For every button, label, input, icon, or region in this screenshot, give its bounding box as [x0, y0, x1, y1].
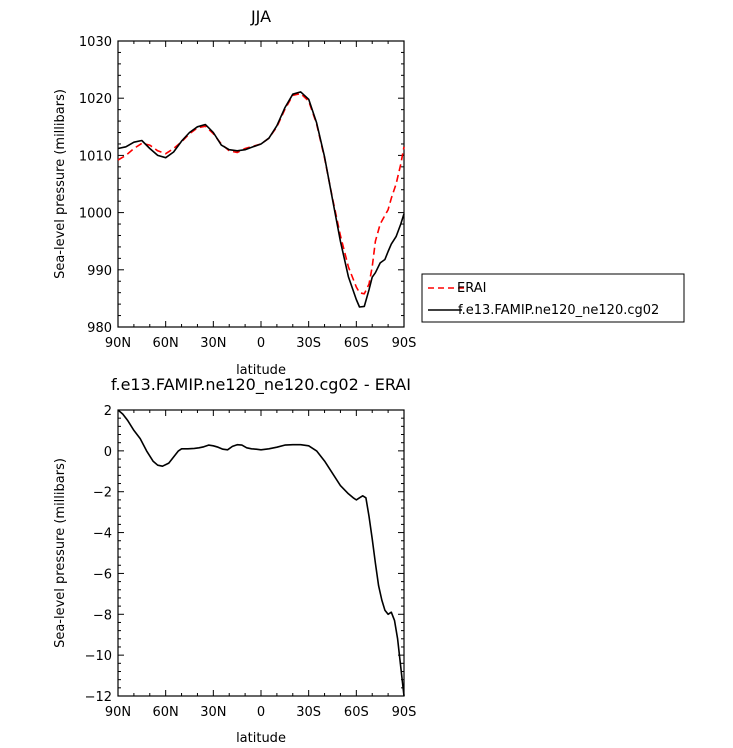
x-tick-label: 90S [392, 705, 417, 720]
y-tick-label: 2 [104, 404, 112, 419]
x-tick-label: 30N [200, 705, 226, 720]
top-chart-title: JJA [250, 7, 271, 26]
bottom-x-axis-label: latitude [236, 731, 286, 746]
legend: ERAI f.e13.FAMIP.ne120_ne120.cg02 [421, 273, 685, 323]
bottom-series-group [117, 409, 405, 697]
x-tick-label: 60S [344, 336, 369, 351]
x-tick-label: 30S [296, 336, 321, 351]
top-series-group [117, 91, 405, 308]
y-tick-label: 1030 [79, 35, 112, 50]
y-tick-label: 1020 [79, 92, 112, 107]
x-tick-label: 90S [392, 336, 417, 351]
top-y-axis-label: Sea-level pressure (millibars) [53, 89, 68, 279]
x-tick-label: 90N [105, 705, 131, 720]
series-line-difference [117, 409, 405, 697]
y-tick-label: −2 [93, 486, 112, 501]
y-tick-label: 980 [87, 321, 112, 336]
y-tick-label: −10 [85, 649, 112, 664]
legend-box [421, 273, 685, 323]
bottom-axis-ticks: 90N 60N 30N 0 30S 60S 90S −12 −10 −8 −6 −4 −2 0 2 [85, 404, 417, 720]
x-tick-label: 30S [296, 705, 321, 720]
y-tick-label: 1000 [79, 207, 112, 222]
x-tick-label: 60S [344, 705, 369, 720]
series-line-erai [117, 92, 405, 295]
legend-label-erai: ERAI [457, 281, 486, 296]
bottom-y-axis-label: Sea-level pressure (millibars) [53, 458, 68, 648]
y-tick-label: 990 [87, 264, 112, 279]
x-tick-label: 60N [153, 336, 179, 351]
top-panel: JJA 90N 60N 30N 0 30S 60S 90S 980 990 1000 1010 102… [53, 7, 416, 378]
top-plot-frame [117, 40, 405, 328]
y-tick-label: −8 [93, 608, 112, 623]
x-tick-label: 0 [257, 705, 265, 720]
series-line-f-e13-famip-ne120-ne120-cg02 [117, 91, 405, 308]
bottom-chart-title: f.e13.FAMIP.ne120_ne120.cg02 - ERAI [111, 375, 411, 395]
y-tick-label: 0 [104, 445, 112, 460]
x-tick-label: 0 [257, 336, 265, 351]
x-tick-label: 60N [153, 705, 179, 720]
y-tick-label: −6 [93, 567, 112, 582]
top-axis-ticks: 90N 60N 30N 0 30S 60S 90S 980 990 1000 1010 1020 103… [79, 35, 416, 351]
y-tick-label: −4 [93, 527, 112, 542]
top-x-axis-label: latitude [236, 363, 286, 378]
bottom-panel: f.e13.FAMIP.ne120_ne120.cg02 - ERAI 90N 6… [53, 375, 416, 746]
x-tick-label: 90N [105, 336, 131, 351]
y-tick-label: −12 [85, 690, 112, 705]
bottom-plot-frame [117, 409, 405, 697]
legend-label-model: f.e13.FAMIP.ne120_ne120.cg02 [458, 303, 659, 318]
y-tick-label: 1010 [79, 149, 112, 164]
x-tick-label: 30N [200, 336, 226, 351]
